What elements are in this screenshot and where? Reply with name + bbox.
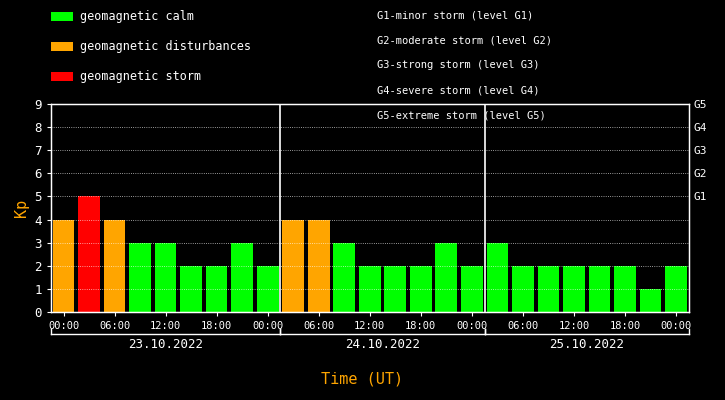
Bar <box>384 266 406 312</box>
Bar <box>181 266 202 312</box>
Text: G3-strong storm (level G3): G3-strong storm (level G3) <box>377 60 539 70</box>
Bar <box>206 266 228 312</box>
Bar <box>257 266 278 312</box>
Bar <box>282 220 304 312</box>
Bar <box>639 289 661 312</box>
Bar <box>78 196 100 312</box>
Bar <box>334 243 355 312</box>
Bar <box>589 266 610 312</box>
Text: 24.10.2022: 24.10.2022 <box>345 338 420 351</box>
Text: G4-severe storm (level G4): G4-severe storm (level G4) <box>377 86 539 96</box>
Bar <box>436 243 457 312</box>
Bar <box>308 220 330 312</box>
Bar <box>537 266 559 312</box>
Text: G1-minor storm (level G1): G1-minor storm (level G1) <box>377 10 534 20</box>
Bar <box>665 266 687 312</box>
Bar <box>231 243 253 312</box>
Bar <box>359 266 381 312</box>
Text: 25.10.2022: 25.10.2022 <box>549 338 624 351</box>
Bar <box>512 266 534 312</box>
Text: Time (UT): Time (UT) <box>321 371 404 386</box>
Text: geomagnetic storm: geomagnetic storm <box>80 70 201 83</box>
Bar <box>53 220 75 312</box>
Bar <box>486 243 508 312</box>
Bar <box>104 220 125 312</box>
Y-axis label: Kp: Kp <box>14 199 29 217</box>
Text: geomagnetic calm: geomagnetic calm <box>80 10 194 23</box>
Bar <box>154 243 176 312</box>
Bar <box>614 266 636 312</box>
Bar <box>129 243 151 312</box>
Bar <box>410 266 431 312</box>
Text: G5-extreme storm (level G5): G5-extreme storm (level G5) <box>377 111 546 121</box>
Text: G2-moderate storm (level G2): G2-moderate storm (level G2) <box>377 35 552 45</box>
Bar <box>563 266 585 312</box>
Text: 23.10.2022: 23.10.2022 <box>128 338 203 351</box>
Text: geomagnetic disturbances: geomagnetic disturbances <box>80 40 251 53</box>
Bar <box>461 266 483 312</box>
